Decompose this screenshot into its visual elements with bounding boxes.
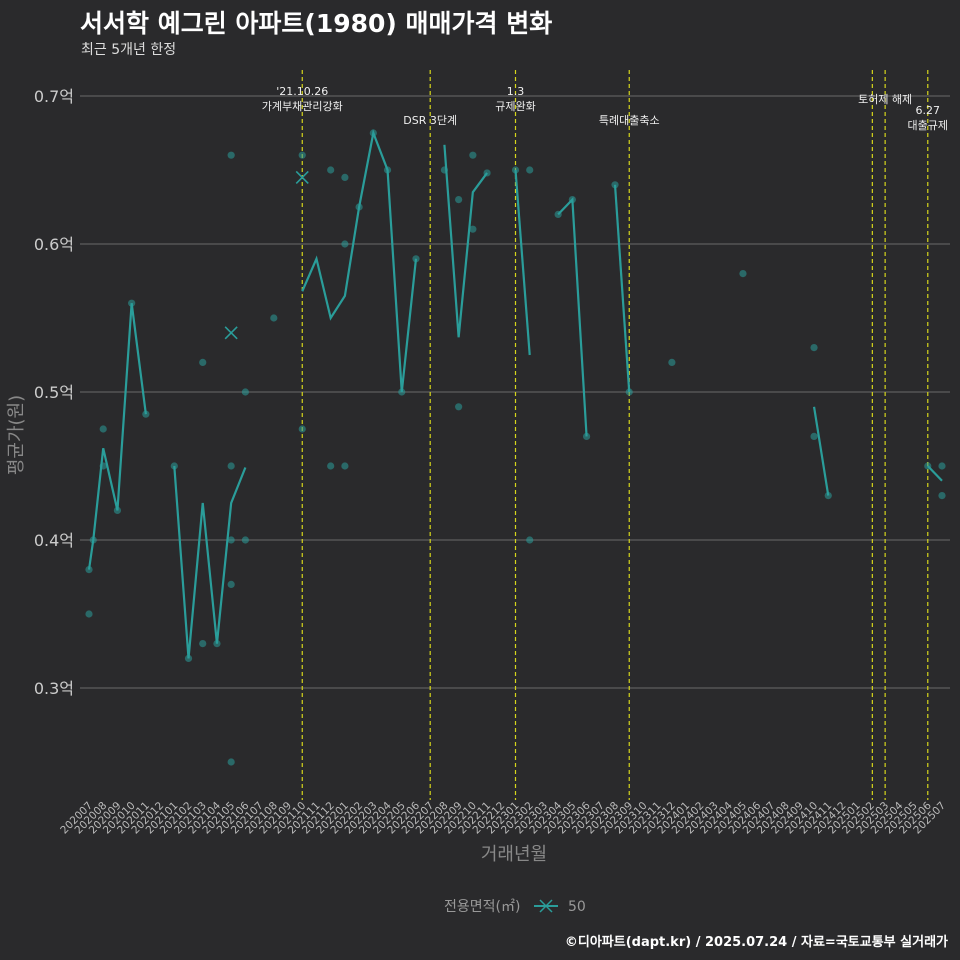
data-point: [554, 210, 562, 218]
chart-title: 서서학 예그린 아파트(1980) 매매가격 변화: [80, 9, 553, 38]
data-point: [341, 173, 349, 181]
data-point: [142, 410, 150, 418]
data-point: [99, 462, 107, 470]
data-point: [227, 462, 235, 470]
data-point: [526, 536, 534, 544]
data-point: [213, 640, 221, 648]
event-label: 가계부채관리강화: [262, 100, 343, 113]
data-point: [227, 536, 235, 544]
data-point: [355, 203, 363, 211]
data-point: [369, 129, 377, 137]
event-label: '21.10.26: [276, 85, 328, 98]
data-point: [483, 169, 491, 177]
data-point: [199, 640, 207, 648]
data-point: [89, 536, 97, 544]
legend-cross-icon: [539, 899, 553, 913]
data-point: [241, 388, 249, 396]
y-tick-label: 0.7억: [34, 87, 74, 106]
y-tick-label: 0.3억: [34, 679, 74, 698]
data-point: [128, 299, 136, 307]
data-point: [469, 225, 477, 233]
data-series: [85, 129, 946, 766]
data-point: [113, 506, 122, 514]
data-point: [455, 196, 463, 204]
data-point: [327, 166, 335, 174]
data-point: [938, 492, 946, 500]
data-point: [924, 462, 932, 470]
data-point: [668, 358, 676, 366]
chart-subtitle: 최근 5개년 한정: [81, 42, 177, 58]
x-axis-ticks: 2020072020082020092020102020112020122021…: [58, 799, 948, 836]
event-label: 1.3: [507, 85, 525, 98]
series-line-segment: [173, 465, 247, 659]
legend: 전용면적(㎡) 50: [444, 899, 586, 915]
event-label: 특례대출축소: [599, 114, 660, 127]
y-axis-label: 평균가(원): [6, 395, 27, 475]
data-point: [170, 462, 178, 470]
data-point: [611, 181, 619, 189]
series-line-segment: [812, 406, 830, 496]
series-line-segment: [443, 144, 488, 338]
footer-credit: ©디아파트(dapt.kr) / 2025.07.24 / 자료=국토교통부 실…: [564, 935, 948, 950]
event-label: DSR 3단계: [403, 114, 457, 127]
legend-label: 50: [568, 899, 586, 915]
data-point: [383, 166, 392, 174]
data-point: [455, 403, 463, 411]
data-point: [99, 425, 107, 433]
data-point: [625, 388, 633, 396]
data-point: [227, 151, 235, 159]
data-point: [469, 151, 477, 159]
data-point: [298, 151, 306, 159]
data-point: [398, 388, 406, 396]
data-point: [739, 270, 747, 278]
data-point: [810, 344, 818, 352]
data-point: [327, 462, 335, 470]
cancelled-marker: [295, 170, 309, 184]
series-line-segment: [514, 169, 531, 356]
data-point: [184, 654, 193, 663]
data-point: [511, 166, 520, 174]
data-point: [270, 314, 278, 322]
x-axis-label: 거래년월: [481, 844, 547, 865]
data-point: [341, 240, 349, 248]
data-point: [440, 166, 449, 174]
data-point: [824, 492, 832, 500]
data-point: [85, 610, 93, 618]
y-tick-label: 0.6억: [34, 235, 74, 254]
cancelled-marker: [224, 326, 238, 340]
data-point: [199, 358, 207, 366]
series-line-segment: [613, 184, 631, 393]
data-point: [582, 432, 591, 440]
data-point: [810, 432, 818, 440]
series-line-segment: [87, 303, 147, 570]
legend-title: 전용면적(㎡): [444, 899, 520, 915]
data-point: [298, 425, 306, 433]
data-point: [85, 566, 93, 574]
y-axis-ticks: 0.3억 0.4억 0.5억 0.6억 0.7억: [34, 87, 74, 698]
y-tick-label: 0.5억: [34, 383, 74, 402]
data-point: [568, 196, 576, 204]
data-point: [241, 536, 249, 544]
data-point: [526, 166, 534, 174]
data-point: [227, 758, 235, 766]
event-label: 6.27: [916, 104, 941, 117]
event-label: 토허제 해제: [858, 92, 912, 106]
event-label: 규제완화: [495, 100, 535, 113]
data-point: [227, 580, 235, 589]
data-point: [341, 462, 349, 470]
series-line-segment: [301, 129, 418, 393]
series-line-segment: [557, 197, 588, 437]
event-label: 대출규제: [908, 119, 948, 132]
y-tick-label: 0.4억: [34, 531, 74, 550]
data-point: [938, 462, 946, 470]
data-point: [412, 255, 420, 263]
